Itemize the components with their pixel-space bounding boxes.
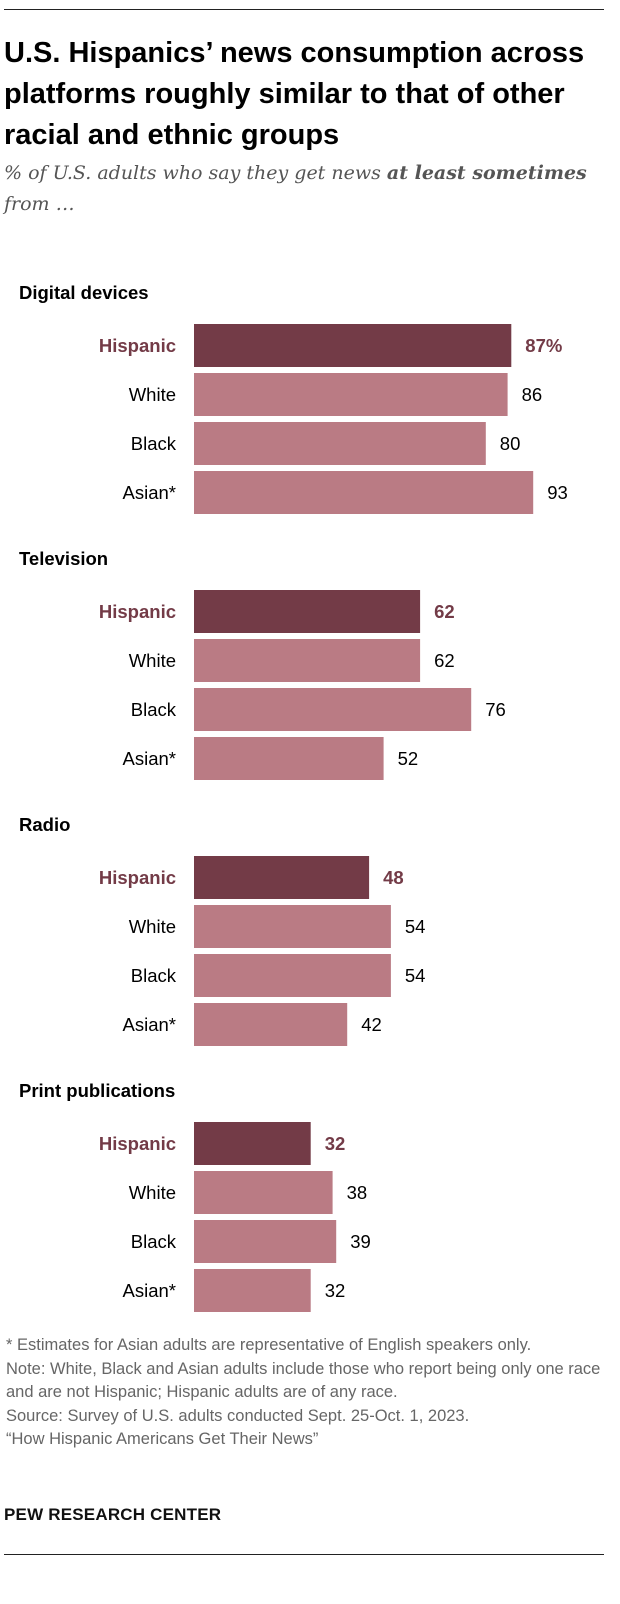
category-label: Hispanic <box>99 1133 176 1154</box>
data-label: 48 <box>383 867 404 888</box>
bar <box>194 1122 311 1165</box>
category-label: Asian* <box>123 1280 176 1301</box>
pew-logo-text: PEW RESEARCH CENTER <box>4 1505 222 1524</box>
data-label: 54 <box>405 916 426 937</box>
bar <box>194 856 370 899</box>
bar <box>194 737 384 780</box>
chart-title: U.S. Hispanics’ news consumption across … <box>4 37 585 151</box>
category-label: Asian* <box>123 482 176 503</box>
bar-chart: Digital devices Hispanic 87% White 86 Black 80… <box>0 270 620 1330</box>
data-label: 76 <box>485 699 506 720</box>
source-text: Source: Survey of U.S. adults conducted … <box>6 1406 470 1425</box>
bar <box>194 422 486 465</box>
data-label: 87% <box>525 335 562 356</box>
category-label: Black <box>131 699 177 720</box>
top-rule <box>4 9 604 10</box>
bar <box>194 1171 333 1214</box>
bar <box>194 471 534 514</box>
bar-group: Print publications Hispanic 32 White 38 Black… <box>19 1080 371 1312</box>
category-label: White <box>129 916 176 937</box>
bar <box>194 639 421 682</box>
data-label: 42 <box>361 1014 382 1035</box>
bar <box>194 590 421 633</box>
bar <box>194 324 512 367</box>
footnote: * Estimates for Asian adults are represe… <box>6 1336 532 1354</box>
data-label: 32 <box>325 1280 346 1301</box>
data-label: 62 <box>434 601 455 622</box>
category-label: White <box>129 650 176 671</box>
category-label: Asian* <box>123 748 176 769</box>
bar <box>194 373 508 416</box>
group-heading: Television <box>19 548 108 569</box>
bar <box>194 954 391 997</box>
data-label: 93 <box>547 482 568 503</box>
bar-group: Radio Hispanic 48 White 54 Black 54 Asian* 42 <box>19 814 425 1046</box>
data-label: 32 <box>325 1133 346 1154</box>
bottom-rule <box>4 1554 604 1555</box>
category-label: Hispanic <box>99 335 176 356</box>
bar <box>194 1003 348 1046</box>
data-label: 80 <box>500 433 521 454</box>
bar <box>194 1269 311 1312</box>
chart-subtitle: % of U.S. adults who say they get news a… <box>4 158 604 220</box>
category-label: Black <box>131 1231 177 1252</box>
category-label: Hispanic <box>99 601 176 622</box>
category-label: White <box>129 384 176 405</box>
data-label: 38 <box>347 1182 368 1203</box>
note-text: Note: White, Black and Asian adults incl… <box>6 1359 601 1402</box>
category-label: Asian* <box>123 1014 176 1035</box>
group-heading: Print publications <box>19 1080 175 1101</box>
bar-chart-svg: Digital devices Hispanic 87% White 86 Black 80… <box>19 282 568 1312</box>
notes-block: * Estimates for Asian adults are represe… <box>6 1334 606 1452</box>
data-label: 52 <box>398 748 419 769</box>
bar <box>194 688 472 731</box>
data-label: 39 <box>350 1231 371 1252</box>
category-label: Black <box>131 433 177 454</box>
category-label: Hispanic <box>99 867 176 888</box>
report-title: “How Hispanic Americans Get Their News” <box>6 1430 319 1448</box>
bar-group: Digital devices Hispanic 87% White 86 Black 80… <box>19 282 568 514</box>
data-label: 86 <box>522 384 543 405</box>
subtitle-suffix: from … <box>4 193 75 215</box>
data-label: 62 <box>434 650 455 671</box>
subtitle-emphasis: at least sometimes <box>386 162 587 184</box>
bar <box>194 905 391 948</box>
group-heading: Digital devices <box>19 282 149 303</box>
category-label: Black <box>131 965 177 986</box>
group-heading: Radio <box>19 814 70 835</box>
data-label: 54 <box>405 965 426 986</box>
bar-group: Television Hispanic 62 White 62 Black 76 Asian*… <box>19 548 506 780</box>
category-label: White <box>129 1182 176 1203</box>
subtitle-text: % of U.S. adults who say they get news <box>4 162 387 184</box>
bar <box>194 1220 337 1263</box>
